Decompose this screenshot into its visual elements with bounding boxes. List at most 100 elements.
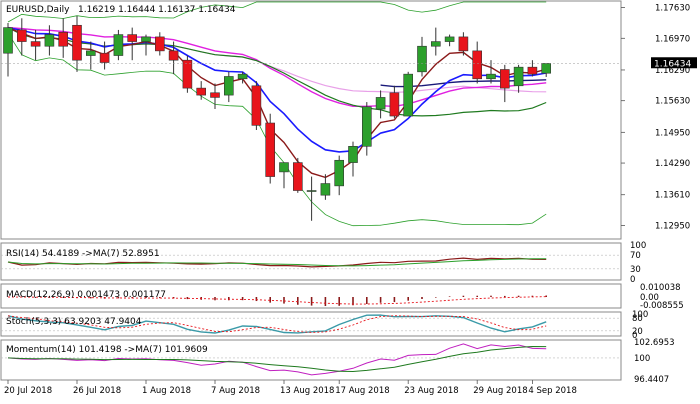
momentum-tick-label: 102.6953 xyxy=(634,338,675,348)
candle xyxy=(361,102,372,156)
bear-candle-body xyxy=(182,59,193,89)
bull-candle-body xyxy=(113,34,124,56)
bull-candle-body xyxy=(44,34,55,47)
bull-candle-body xyxy=(444,36,455,42)
price-tick-label: 1.15630 xyxy=(655,97,690,107)
candle xyxy=(306,176,317,221)
upper-band-line xyxy=(7,1,547,23)
candle xyxy=(375,90,386,119)
stoch-panel-frame xyxy=(0,311,622,337)
current-price-tag: 1.16434 xyxy=(651,57,697,69)
stoch-tick-label: 0 xyxy=(632,331,637,341)
macd-tick-label: -0.008555 xyxy=(640,301,684,311)
price-axis: 1.17630 1.16970 1.16290 1.15630 1.14950 1.142… xyxy=(621,4,690,231)
candle xyxy=(3,22,13,77)
candle xyxy=(72,15,82,72)
bear-candle-body xyxy=(168,50,179,61)
bear-candle-body xyxy=(127,34,137,42)
bull-candle-body xyxy=(403,73,414,117)
bear-candle-body xyxy=(527,66,538,75)
candle xyxy=(279,162,289,189)
candles xyxy=(1,15,621,221)
bull-candle-body xyxy=(3,27,13,54)
bear-candle-body xyxy=(472,50,483,80)
bear-candle-body xyxy=(458,36,469,52)
bull-candle-body xyxy=(417,45,427,73)
bull-candle-body xyxy=(348,145,358,163)
candle xyxy=(210,83,220,110)
rsi-tick-label: 70 xyxy=(630,251,641,261)
bear-candle-body xyxy=(499,69,510,89)
bear-candle-body xyxy=(292,162,303,191)
candle xyxy=(472,41,483,84)
time-tick-label: 23 Aug 2018 xyxy=(404,386,458,396)
rsi-ma-line xyxy=(7,258,547,267)
stoch-k-line xyxy=(7,314,547,334)
candle xyxy=(58,18,69,58)
bear-candle-body xyxy=(210,92,220,98)
svg-text:1.16434: 1.16434 xyxy=(654,59,691,69)
candle xyxy=(113,29,124,61)
candle xyxy=(44,25,55,56)
candle xyxy=(196,81,206,100)
rsi-panel-frame xyxy=(0,242,622,281)
macd-tick-label: 0.010038 xyxy=(640,283,681,293)
candle xyxy=(348,141,358,177)
momentum-tick-label: 100 xyxy=(634,354,650,364)
candle xyxy=(86,41,96,70)
time-tick-label: 13 Aug 2018 xyxy=(280,386,334,396)
macd-signal-line xyxy=(7,296,547,305)
lower-band-line xyxy=(7,32,547,227)
bull-candle-body xyxy=(513,66,524,87)
price-tick-label: 1.13610 xyxy=(655,191,690,201)
time-tick-label: 4 Sep 2018 xyxy=(528,386,576,396)
time-tick-label: 26 Jul 2018 xyxy=(73,386,121,396)
stoch-tick-label: 80 xyxy=(632,314,643,324)
ma-fast-line xyxy=(7,26,547,179)
rsi-tick-label: 100 xyxy=(630,241,646,251)
stoch-label: Stoch(5,3,3) 63.9203 47.9404 xyxy=(6,317,142,327)
bull-candle-body xyxy=(430,41,441,47)
bear-candle-body xyxy=(16,29,27,42)
bull-candle-body xyxy=(361,106,372,147)
candle xyxy=(403,71,414,117)
bull-candle-body xyxy=(306,190,317,192)
candle xyxy=(16,18,27,56)
bear-candle-body xyxy=(72,24,82,61)
macd-label: MACD(12,26,9) 0.001473 0.001177 xyxy=(6,290,166,300)
envelope-bands xyxy=(7,1,547,227)
time-tick-label: 17 Aug 2018 xyxy=(335,386,389,396)
candle xyxy=(430,27,441,56)
candle xyxy=(417,36,427,77)
macd-tick-label: 0.00 xyxy=(640,293,659,303)
stoch-tick-label: 100 xyxy=(632,310,648,320)
rsi-tick-label: 30 xyxy=(630,265,641,275)
bull-candle-body xyxy=(320,183,331,196)
candle xyxy=(237,71,248,84)
time-tick-label: 1 Aug 2018 xyxy=(142,386,191,396)
candle xyxy=(513,64,524,93)
candle xyxy=(99,41,110,70)
price-panel-frame xyxy=(0,0,622,240)
bear-candle-body xyxy=(155,36,165,52)
chart-title: EURUSD,Daily xyxy=(6,5,70,15)
price-tick-label: 1.12950 xyxy=(655,221,690,231)
price-tick-label: 1.14290 xyxy=(655,159,690,169)
bear-candle-body xyxy=(99,52,110,63)
ma-blue-line xyxy=(7,26,547,153)
rsi-label: RSI(14) 54.4189 ->MA(7) 52.8951 xyxy=(6,249,160,259)
candle xyxy=(251,81,262,131)
momentum-ma-line xyxy=(7,345,547,373)
momentum-line xyxy=(7,343,547,376)
bear-candle-body xyxy=(196,87,206,96)
bear-candle-body xyxy=(389,92,400,117)
rsi-tick-label: 0 xyxy=(630,275,635,285)
bear-candle-body xyxy=(30,41,41,47)
candle xyxy=(320,174,331,200)
candle xyxy=(30,29,41,61)
candle xyxy=(155,32,165,56)
